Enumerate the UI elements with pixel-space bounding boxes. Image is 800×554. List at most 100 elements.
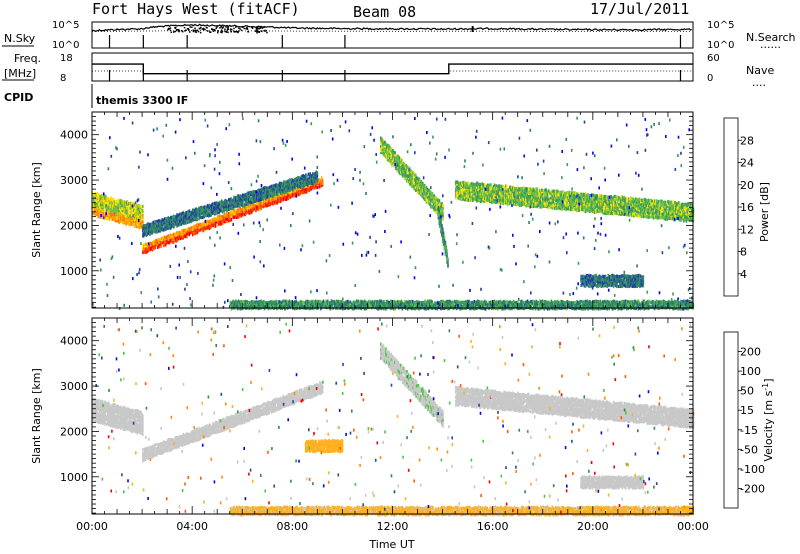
echo-cell xyxy=(482,183,484,187)
echo-cell xyxy=(189,210,191,215)
echo-cell xyxy=(283,193,285,197)
echo-cell xyxy=(153,229,156,233)
echo-cell xyxy=(277,199,280,203)
echo-cell xyxy=(562,193,564,197)
echo-cell xyxy=(301,185,304,189)
echo-cell xyxy=(105,214,107,218)
echo-cell xyxy=(392,148,394,153)
echo-cell xyxy=(397,169,400,173)
freq-series-line xyxy=(92,63,693,75)
echo-cell xyxy=(251,207,254,211)
echo-cell xyxy=(216,211,219,215)
echo-cell xyxy=(162,240,164,244)
echo-cell xyxy=(433,194,435,198)
echo-cell xyxy=(499,189,502,193)
echo-cell xyxy=(543,189,546,193)
echo-cell xyxy=(106,202,108,206)
echo-cell xyxy=(292,188,294,192)
echo-cell xyxy=(469,192,471,196)
echo-cell xyxy=(584,201,587,205)
echo-cell xyxy=(147,229,149,233)
echo-cell xyxy=(232,206,234,211)
echo-cell xyxy=(148,225,150,229)
echo-cell xyxy=(263,188,265,192)
echo-cell xyxy=(281,194,283,198)
echo-cell xyxy=(163,223,165,227)
echo-cell xyxy=(248,198,250,202)
echo-cell xyxy=(113,200,116,204)
echo-cell xyxy=(409,173,412,177)
echo-cell xyxy=(559,200,561,204)
echo-cell xyxy=(159,229,162,233)
echo-cell xyxy=(498,187,501,191)
nsky-spike xyxy=(257,28,259,30)
echo-cell xyxy=(479,192,482,196)
echo-cell xyxy=(129,220,132,224)
echo-cell xyxy=(480,199,483,203)
echo-cell xyxy=(464,181,467,185)
echo-cell xyxy=(175,239,177,243)
nsky-spike xyxy=(256,32,258,34)
echo-cell xyxy=(529,191,532,195)
echo-cell xyxy=(600,201,603,205)
echo-cell xyxy=(277,185,280,190)
echo-cell xyxy=(513,196,516,200)
echo-cell xyxy=(271,188,274,193)
echo-cell xyxy=(235,204,237,208)
echo-cell xyxy=(418,188,421,192)
echo-cell xyxy=(401,159,403,163)
echo-cell xyxy=(462,181,464,185)
echo-cell xyxy=(429,205,432,209)
echo-cell xyxy=(488,183,490,187)
echo-cell xyxy=(264,194,267,198)
echo-cell xyxy=(270,196,273,200)
nave-label: Nave xyxy=(746,64,774,77)
echo-cell xyxy=(299,181,302,185)
echo-cell xyxy=(548,201,550,205)
echo-cell xyxy=(229,201,232,205)
echo-cell xyxy=(276,183,278,187)
power-echoes xyxy=(92,116,695,311)
echo-cell xyxy=(120,212,122,216)
echo-cell xyxy=(256,207,259,211)
echo-cell xyxy=(548,197,550,201)
echo-cell xyxy=(536,196,539,200)
echo-cell xyxy=(95,203,98,207)
echo-cell xyxy=(400,157,402,161)
echo-cell xyxy=(213,203,215,207)
echo-cell xyxy=(216,217,219,221)
echo-cell xyxy=(110,201,112,205)
echo-cell xyxy=(168,223,170,227)
echo-cell xyxy=(281,190,283,194)
echo-cell xyxy=(426,187,428,191)
echo-cell xyxy=(166,219,169,223)
echo-cell xyxy=(200,210,203,214)
echo-cell xyxy=(396,168,399,172)
echo-cell xyxy=(114,212,117,217)
echo-cell xyxy=(218,201,220,205)
echo-cell xyxy=(212,218,214,222)
echo-cell xyxy=(401,165,404,170)
echo-cell xyxy=(321,181,324,186)
echo-cell xyxy=(219,214,221,218)
echo-cell xyxy=(512,198,514,202)
echo-cell xyxy=(534,189,536,193)
echo-cell xyxy=(404,169,407,173)
echo-cell xyxy=(510,201,512,205)
echo-cell xyxy=(266,190,269,194)
echo-cell xyxy=(223,203,226,207)
echo-cell xyxy=(309,183,312,187)
nsky-spike xyxy=(204,28,206,31)
echo-cell xyxy=(467,191,469,195)
echo-cell xyxy=(583,204,585,208)
echo-cell xyxy=(470,183,473,187)
echo-cell xyxy=(170,235,172,239)
echo-cell xyxy=(411,181,414,185)
echo-cell xyxy=(249,197,251,201)
echo-cell xyxy=(228,214,230,218)
echo-cell xyxy=(108,217,111,221)
echo-cell xyxy=(219,202,221,206)
echo-cell xyxy=(255,204,257,208)
echo-cell xyxy=(489,187,491,191)
echo-cell xyxy=(257,188,260,192)
